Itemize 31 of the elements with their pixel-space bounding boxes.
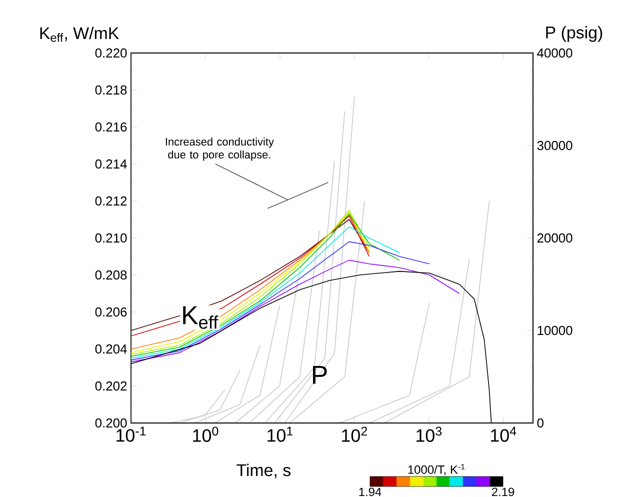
y2-tick-label: 40000 xyxy=(537,48,572,58)
color-bar-title: 1000/T, K$^{-1}$ xyxy=(408,464,465,476)
x-axis-title: Time, s xyxy=(236,464,290,478)
y-tick-label: 0.216 xyxy=(95,122,127,132)
y2-tick-label: 0 xyxy=(537,418,544,428)
y-tick-label: 0.200 xyxy=(95,418,127,428)
y2-axis-title: P (psig) xyxy=(546,26,602,42)
y2-tick-label: 10000 xyxy=(538,326,572,335)
annotation: K$_{eff}$ xyxy=(183,306,218,329)
y-axis-title: K$_{eff}$, W/mK xyxy=(40,26,119,42)
annotation: Increased conductivity due to pore collapse. xyxy=(166,137,274,161)
y-tick-label: 0.208 xyxy=(95,270,127,280)
y-tick-label: 0.220 xyxy=(95,48,127,58)
y-tick-label: 0.212 xyxy=(95,196,127,206)
x-tick-label: 10$^{2}$ xyxy=(342,426,367,442)
y2-tick-label: 20000 xyxy=(537,233,572,242)
annotation: P xyxy=(313,366,327,384)
x-tick-label: 10$^{-1}$ xyxy=(116,426,146,442)
y2-tick-label: 30000 xyxy=(537,140,572,150)
y-tick-label: 0.204 xyxy=(95,344,127,354)
color-bar-label: 1.94 xyxy=(359,488,382,496)
y-tick-label: 0.210 xyxy=(95,233,127,242)
x-tick-label: 10$^{0}$ xyxy=(193,426,218,442)
y-tick-label: 0.206 xyxy=(95,307,127,316)
y-tick-label: 0.214 xyxy=(95,159,127,168)
y-tick-label: 0.202 xyxy=(95,381,127,390)
x-tick-label: 10$^{4}$ xyxy=(491,426,516,442)
x-tick-label: 10$^{3}$ xyxy=(416,426,442,442)
y-tick-label: 0.218 xyxy=(95,85,127,94)
x-tick-label: 10$^{1}$ xyxy=(268,426,293,442)
color-bar-label: 2.19 xyxy=(492,488,514,496)
